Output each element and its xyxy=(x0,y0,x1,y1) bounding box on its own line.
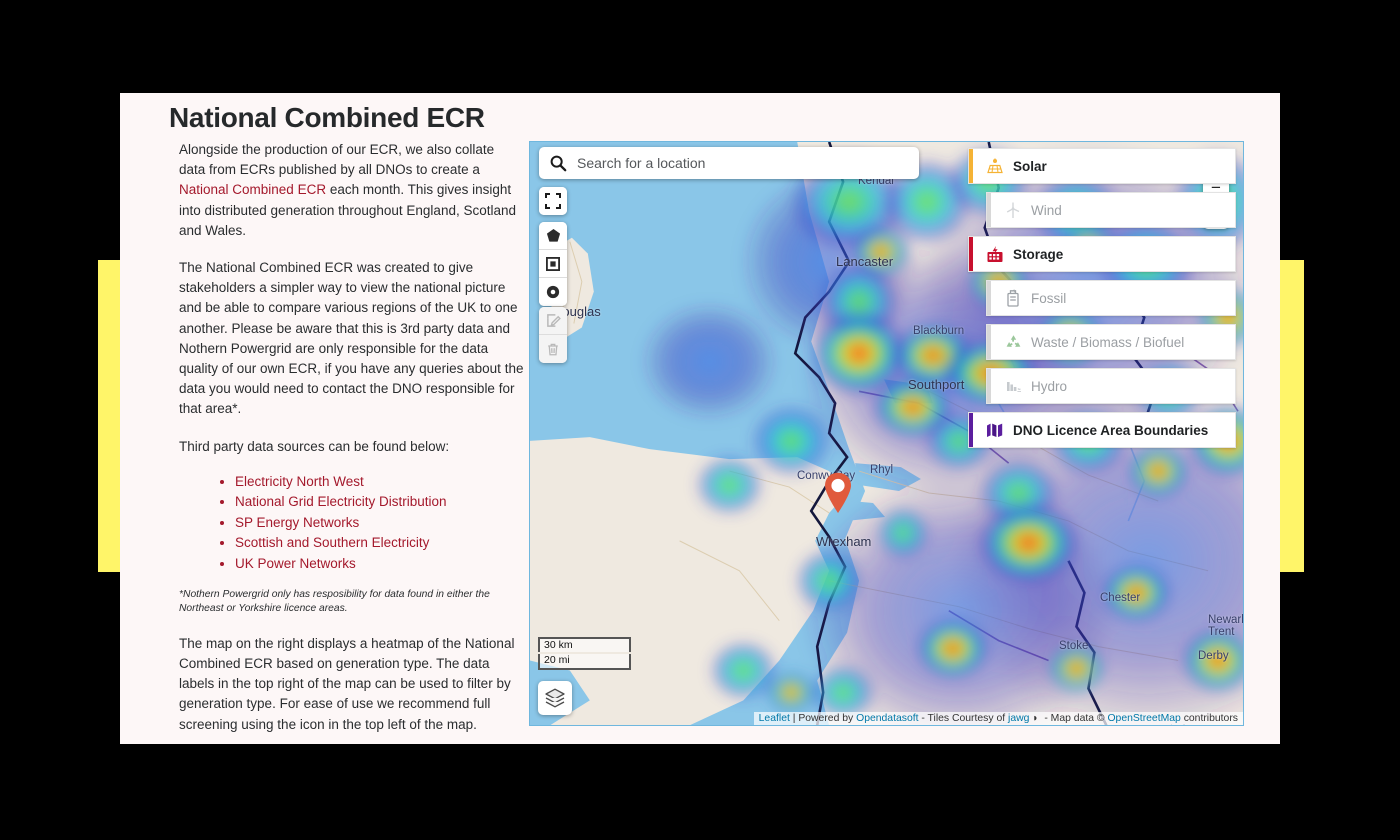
legend-label-dno-boundaries: DNO Licence Area Boundaries xyxy=(1013,422,1209,438)
legend-label-wind: Wind xyxy=(1031,202,1062,218)
attrib-map-data: - Map data © xyxy=(1041,713,1108,724)
search-input[interactable] xyxy=(575,154,909,172)
legend-accent-solar xyxy=(969,149,973,183)
source-link-electricity-north-west[interactable]: Electricity North West xyxy=(235,473,364,489)
attrib-sep1: | xyxy=(789,713,799,724)
page-title: National Combined ECR xyxy=(169,102,485,133)
legend-accent-waste xyxy=(987,325,991,359)
edit-icon xyxy=(546,314,561,327)
legend-label-solar: Solar xyxy=(1013,158,1047,174)
description-column: Alongside the production of our ECR, we … xyxy=(179,140,524,744)
circle-icon xyxy=(546,285,560,299)
wind-turbine-icon xyxy=(1002,200,1024,220)
layers-control[interactable] xyxy=(538,681,572,715)
attrib-contributors: contributors xyxy=(1180,713,1238,724)
map-attribution: Leaflet | Powered by Opendatasoft - Tile… xyxy=(753,712,1243,725)
boundaries-icon xyxy=(984,420,1006,440)
fullscreen-control[interactable] xyxy=(539,187,567,215)
delete-layers-button[interactable] xyxy=(539,335,567,363)
draw-polygon-button[interactable] xyxy=(539,222,567,250)
source-link-scottish-southern[interactable]: Scottish and Southern Electricity xyxy=(235,535,430,551)
attrib-osm-link[interactable]: OpenStreetMap xyxy=(1107,713,1181,724)
page-card: National Combined ECR Alongside the prod… xyxy=(120,93,1280,744)
legend-label-fossil: Fossil xyxy=(1031,290,1067,306)
paragraph-intro: Alongside the production of our ECR, we … xyxy=(179,140,524,241)
source-link-uk-power-networks[interactable]: UK Power Networks xyxy=(235,555,356,571)
source-link-national-grid[interactable]: National Grid Electricity Distribution xyxy=(235,494,447,510)
legend-accent-fossil xyxy=(987,281,991,315)
legend-label-hydro: Hydro xyxy=(1031,378,1068,394)
edit-layers-button[interactable] xyxy=(539,307,567,335)
draw-circle-button[interactable] xyxy=(539,278,567,306)
legend-item-storage[interactable]: Storage xyxy=(968,236,1236,272)
fossil-fuel-icon xyxy=(1002,288,1024,308)
data-sources-list: Electricity North West National Grid Ele… xyxy=(179,472,524,574)
legend-item-waste-biomass-biofuel[interactable]: Waste / Biomass / Biofuel xyxy=(986,324,1236,360)
map-container[interactable]: Douglas Kendal Lancaster Blackburn South… xyxy=(529,141,1244,726)
attrib-powered-by: Powered by xyxy=(798,713,857,724)
list-item[interactable]: UK Power Networks xyxy=(235,554,524,574)
paragraph-map-help: The map on the right displays a heatmap … xyxy=(179,635,515,732)
hydro-icon xyxy=(1002,376,1024,396)
list-item[interactable]: Scottish and Southern Electricity xyxy=(235,533,524,553)
solar-panel-icon xyxy=(984,156,1006,176)
recycle-icon xyxy=(1002,332,1024,352)
source-link-sp-energy[interactable]: SP Energy Networks xyxy=(235,514,360,530)
legend-item-wind[interactable]: Wind xyxy=(986,192,1236,228)
national-combined-ecr-link[interactable]: National Combined ECR xyxy=(179,182,327,198)
attrib-opendatasoft-link[interactable]: Opendatasoft xyxy=(856,713,919,724)
attrib-jawg-link[interactable]: jawg xyxy=(1008,713,1030,724)
scale-imperial: 20 mi xyxy=(538,654,631,670)
legend-accent-storage xyxy=(969,237,973,271)
fullscreen-icon xyxy=(545,193,561,209)
list-item[interactable]: Electricity North West xyxy=(235,472,524,492)
paragraph-purpose: The National Combined ECR was created to… xyxy=(179,260,524,417)
footnote: *Nothern Powergrid only has resposibilit… xyxy=(179,588,490,615)
legend-item-fossil[interactable]: Fossil xyxy=(986,280,1236,316)
search-icon xyxy=(550,155,567,172)
legend-accent-wind xyxy=(987,193,991,227)
paragraph-intro-text-b: each month. This gives insight into dist… xyxy=(179,182,516,238)
location-marker[interactable] xyxy=(823,472,853,514)
list-item[interactable]: National Grid Electricity Distribution xyxy=(235,492,524,512)
layers-icon xyxy=(545,688,565,708)
zoom-out-button[interactable]: − xyxy=(1211,177,1221,197)
legend-item-dno-boundaries[interactable]: DNO Licence Area Boundaries xyxy=(968,412,1236,448)
legend-accent-dno xyxy=(969,413,973,447)
fullscreen-button[interactable] xyxy=(539,187,567,215)
legend-item-hydro[interactable]: Hydro xyxy=(986,368,1236,404)
legend-accent-hydro xyxy=(987,369,991,403)
draw-tools-control[interactable] xyxy=(539,222,567,306)
scale-metric: 30 km xyxy=(538,636,631,653)
map-scale: 30 km 20 mi xyxy=(538,636,631,670)
edit-tools-control[interactable] xyxy=(539,307,567,363)
attrib-tiles-courtesy: - Tiles Courtesy of xyxy=(918,713,1009,724)
legend-label-waste: Waste / Biomass / Biofuel xyxy=(1031,334,1185,350)
paragraph-intro-text-a: Alongside the production of our ECR, we … xyxy=(179,142,495,178)
jawg-logo-icon: ◗ xyxy=(1029,713,1042,724)
legend-label-storage: Storage xyxy=(1013,246,1064,262)
sources-intro: Third party data sources can be found be… xyxy=(179,438,450,454)
search-bar[interactable] xyxy=(539,147,919,179)
list-item[interactable]: SP Energy Networks xyxy=(235,513,524,533)
generation-type-legend[interactable]: Solar xyxy=(968,148,1236,456)
battery-storage-icon xyxy=(984,244,1006,264)
trash-icon xyxy=(548,343,558,355)
draw-rectangle-button[interactable] xyxy=(539,250,567,278)
legend-item-solar[interactable]: Solar xyxy=(968,148,1236,184)
polygon-icon xyxy=(546,228,560,242)
attrib-leaflet-link[interactable]: Leaflet xyxy=(758,713,790,724)
rectangle-icon xyxy=(546,256,560,271)
